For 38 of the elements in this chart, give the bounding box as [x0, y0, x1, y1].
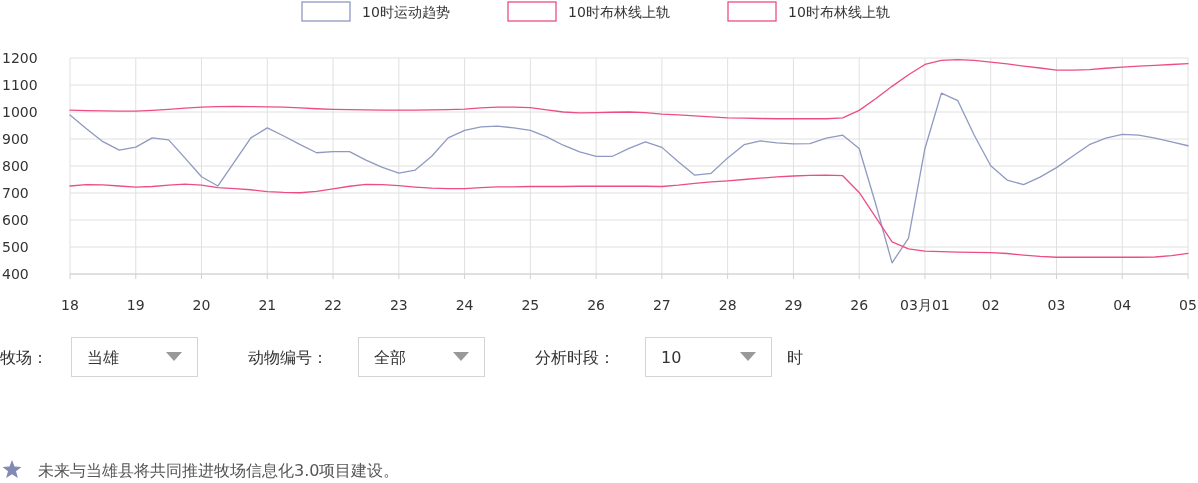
x-tick-label: 21 — [258, 297, 277, 313]
x-tick-label: 04 — [1113, 297, 1132, 313]
y-tick-label: 600 — [2, 212, 29, 228]
x-tick-label: 23 — [389, 297, 408, 313]
y-tick-label: 400 — [2, 266, 29, 282]
text: 分析时段： — [535, 348, 615, 367]
x-tick-label: 27 — [652, 297, 671, 313]
y-tick-label: 900 — [2, 131, 29, 147]
x-tick-label: 03月01 — [900, 297, 950, 313]
x-tick-label: 22 — [324, 297, 342, 313]
x-tick-label: 29 — [784, 297, 803, 313]
y-tick-label: 500 — [2, 239, 29, 255]
x-tick-label: 05 — [1179, 297, 1197, 313]
x-tick-label: 20 — [192, 297, 211, 313]
y-tick-label: 1000 — [2, 104, 38, 120]
x-tick-label: 03 — [1047, 297, 1066, 313]
text: 牧场： — [0, 348, 48, 367]
x-tick-label: 19 — [126, 297, 145, 313]
x-tick-label: 26 — [850, 297, 869, 313]
x-tick-label: 26 — [587, 297, 606, 313]
dropdown: 当雄 — [71, 337, 198, 377]
y-tick-label: 700 — [2, 185, 29, 201]
text: 动物编号： — [248, 348, 328, 367]
y-tick-label: 1200 — [2, 50, 38, 66]
legend-label: 10时布林线上轨 — [568, 4, 670, 20]
dropdown: 10 — [645, 337, 772, 377]
text: 时 — [787, 348, 803, 367]
legend-label: 10时布林线上轨 — [788, 4, 890, 20]
dropdown: 全部 — [358, 337, 485, 377]
x-tick-label: 02 — [981, 297, 1000, 313]
x-tick-label: 18 — [61, 297, 79, 313]
legend-label: 10时运动趋势 — [362, 4, 450, 20]
x-tick-label: 24 — [455, 297, 474, 313]
y-tick-label: 800 — [2, 158, 29, 174]
x-tick-label: 25 — [521, 297, 540, 313]
text: 未来与当雄县将共同推进牧场信息化3.0项目建设。 — [38, 461, 400, 480]
y-tick-label: 1100 — [2, 77, 38, 93]
x-tick-label: 28 — [718, 297, 737, 313]
